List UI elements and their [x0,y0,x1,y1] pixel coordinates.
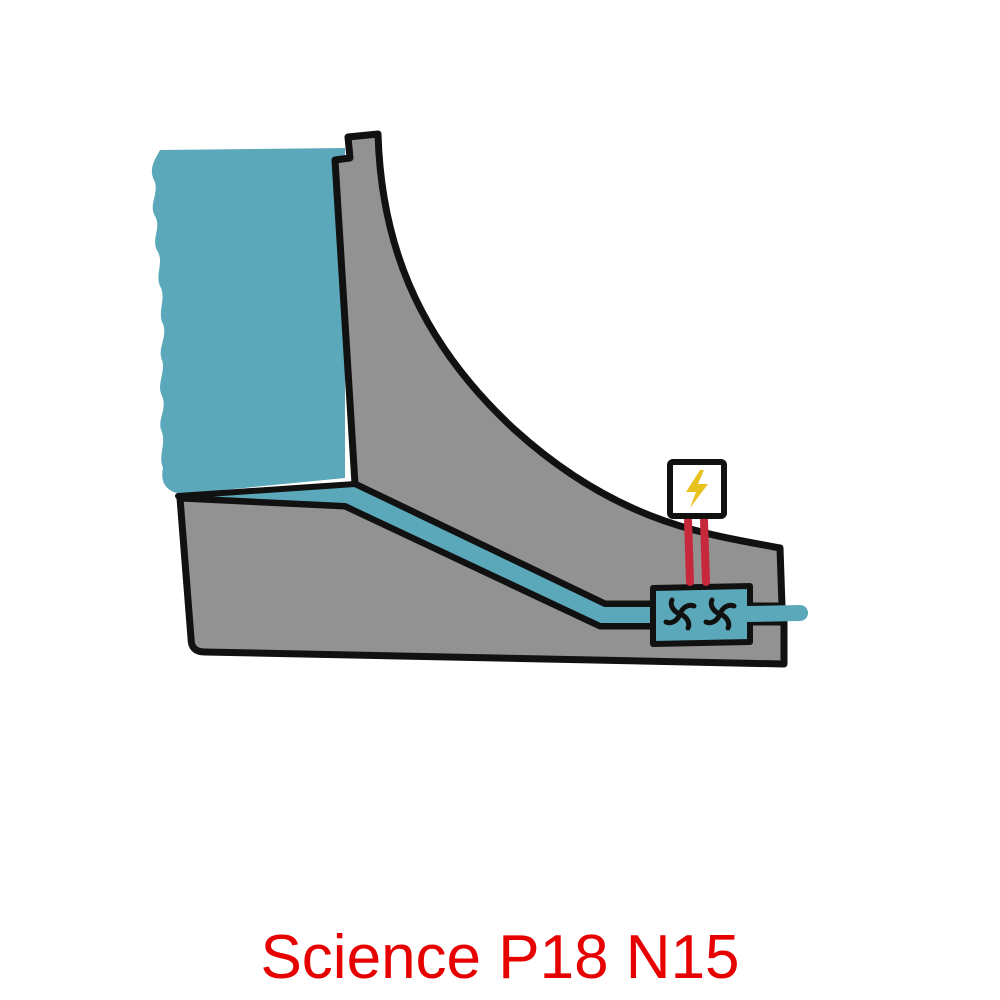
power-wires [684,516,710,586]
lightning-bolt-icon [686,470,708,508]
figure-caption: Science P18 N15 [260,923,740,992]
reservoir-water [151,148,345,494]
dam-wall [331,130,786,610]
turbine-housing [650,583,753,647]
outflow-water [740,605,808,622]
turbine-icon [663,597,737,631]
